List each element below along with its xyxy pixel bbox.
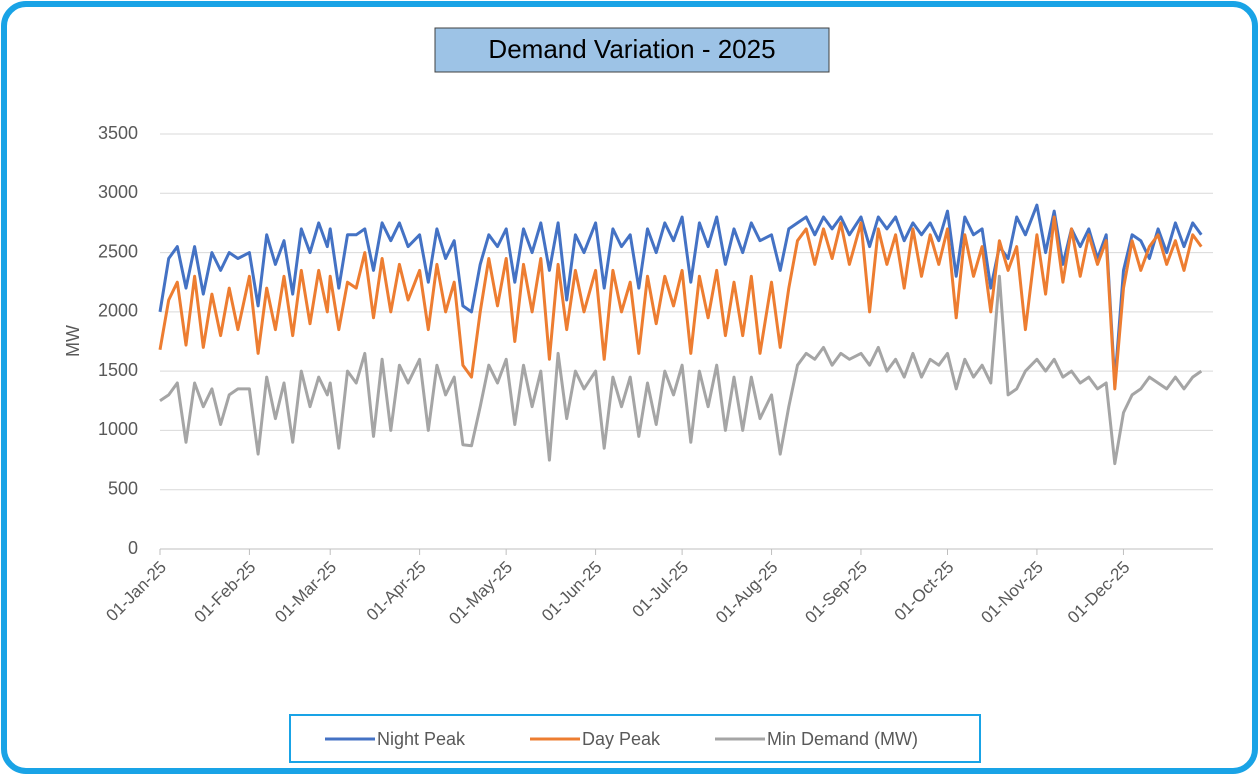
title-box <box>434 27 830 73</box>
legend-label: Night Peak <box>377 729 466 749</box>
legend-box <box>289 714 981 763</box>
y-tick-label: 500 <box>108 478 138 498</box>
series-line <box>158 203 1203 385</box>
y-tick-label: 2000 <box>98 301 138 321</box>
y-tick-label: 1000 <box>98 419 138 439</box>
y-tick-label: 2500 <box>98 241 138 261</box>
legend-label: Min Demand (MW) <box>767 729 918 749</box>
y-tick-label: 0 <box>128 538 138 558</box>
y-tick-label: 3500 <box>98 123 138 143</box>
series-line <box>158 215 1203 391</box>
y-tick-label: 3000 <box>98 182 138 202</box>
y-axis-label: MW <box>63 325 83 357</box>
y-tick-label: 1500 <box>98 360 138 380</box>
legend-label: Day Peak <box>582 729 661 749</box>
series-line <box>159 274 1203 466</box>
chart-title: Demand Variation - 2025 <box>488 34 775 64</box>
